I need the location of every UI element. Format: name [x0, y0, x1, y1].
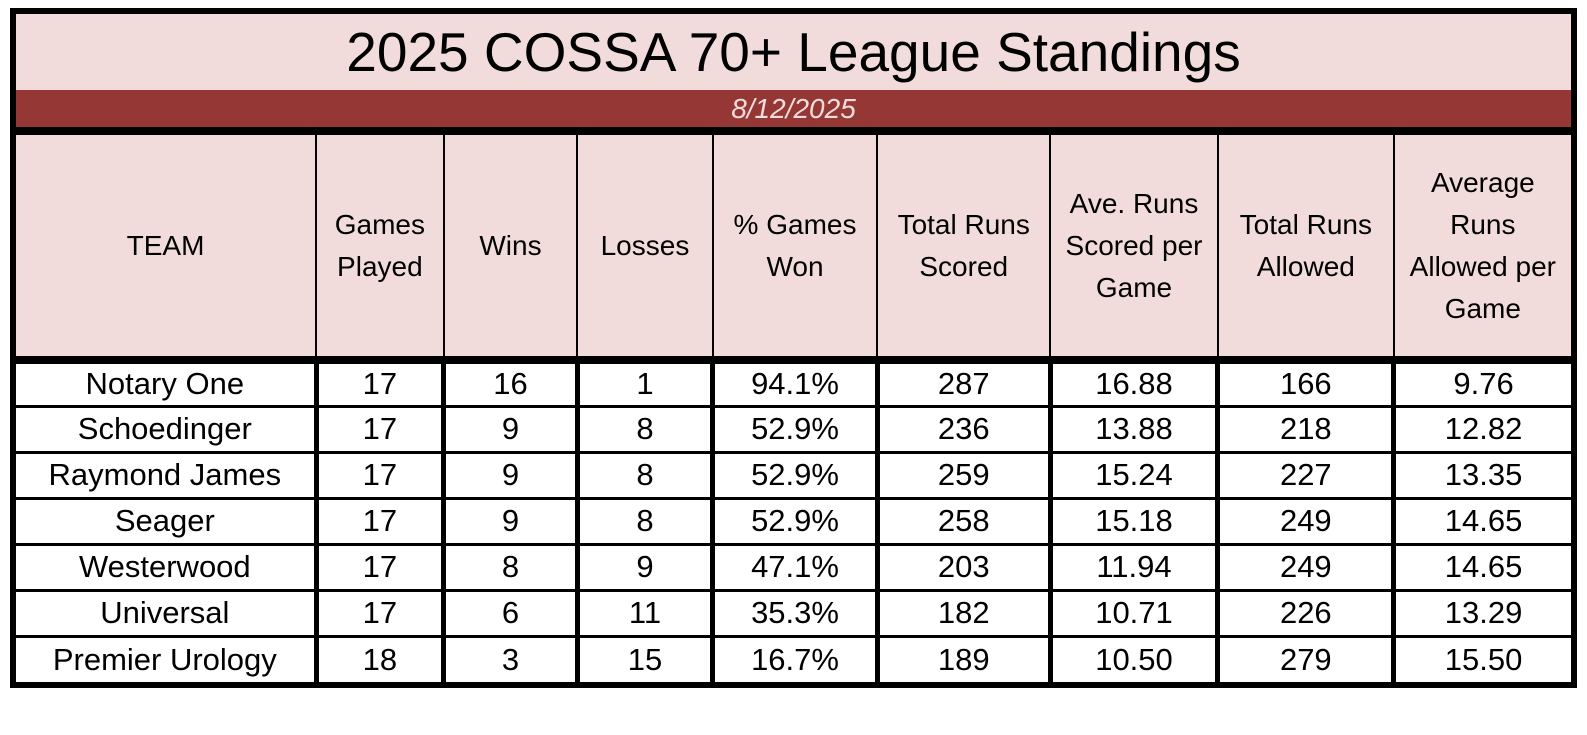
- losses-cell: 8: [574, 496, 716, 546]
- column-header-team: TEAM: [16, 135, 318, 364]
- pct-games-won-cell: 16.7%: [710, 634, 880, 682]
- losses-cell: 8: [574, 450, 716, 500]
- table-row: Raymond James 17 9 8 52.9% 259 15.24 227…: [16, 450, 1571, 500]
- team-name-cell: Westerwood: [16, 542, 319, 592]
- ave-runs-scored-cell: 10.50: [1047, 634, 1221, 682]
- ave-runs-scored-cell: 11.94: [1047, 542, 1221, 592]
- standings-table: TEAM Games Played Wins Losses % Games Wo…: [16, 135, 1571, 682]
- wins-cell: 9: [441, 450, 580, 500]
- average-runs-allowed-cell: 13.35: [1391, 450, 1571, 500]
- losses-cell: 8: [574, 404, 716, 454]
- standings-board: 2025 COSSA 70+ League Standings 8/12/202…: [10, 8, 1577, 688]
- games-played-cell: 17: [313, 358, 447, 408]
- total-runs-scored-cell: 203: [874, 542, 1053, 592]
- total-runs-allowed-cell: 279: [1215, 634, 1397, 682]
- wins-cell: 3: [441, 634, 580, 682]
- ave-runs-scored-cell: 15.18: [1047, 496, 1221, 546]
- pct-games-won-cell: 52.9%: [710, 496, 880, 546]
- ave-runs-scored-cell: 15.24: [1047, 450, 1221, 500]
- losses-cell: 1: [574, 358, 716, 408]
- table-row: Notary One 17 16 1 94.1% 287 16.88 166 9…: [16, 358, 1571, 408]
- average-runs-allowed-cell: 14.65: [1391, 496, 1571, 546]
- table-row: Seager 17 9 8 52.9% 258 15.18 249 14.65: [16, 496, 1571, 546]
- table-row: Westerwood 17 8 9 47.1% 203 11.94 249 14…: [16, 542, 1571, 592]
- total-runs-allowed-cell: 226: [1215, 588, 1397, 638]
- header-row: TEAM Games Played Wins Losses % Games Wo…: [16, 135, 1571, 364]
- team-name-cell: Notary One: [16, 358, 319, 408]
- wins-cell: 9: [441, 496, 580, 546]
- wins-cell: 6: [441, 588, 580, 638]
- games-played-cell: 17: [313, 404, 447, 454]
- column-header-ave-runs-scored-per-game: Ave. Runs Scored per Game: [1049, 135, 1219, 364]
- total-runs-allowed-cell: 249: [1215, 496, 1397, 546]
- total-runs-scored-cell: 287: [874, 358, 1053, 408]
- total-runs-scored-cell: 189: [874, 634, 1053, 682]
- team-name-cell: Raymond James: [16, 450, 319, 500]
- ave-runs-scored-cell: 13.88: [1047, 404, 1221, 454]
- column-header-games-played: Games Played: [315, 135, 445, 364]
- pct-games-won-cell: 94.1%: [710, 358, 880, 408]
- pct-games-won-cell: 52.9%: [710, 404, 880, 454]
- team-name-cell: Premier Urology: [16, 634, 319, 682]
- ave-runs-scored-cell: 10.71: [1047, 588, 1221, 638]
- table-row: Universal 17 6 11 35.3% 182 10.71 226 13…: [16, 588, 1571, 638]
- total-runs-scored-cell: 259: [874, 450, 1053, 500]
- average-runs-allowed-cell: 9.76: [1391, 358, 1571, 408]
- pct-games-won-cell: 52.9%: [710, 450, 880, 500]
- total-runs-scored-cell: 182: [874, 588, 1053, 638]
- table-row: Schoedinger 17 9 8 52.9% 236 13.88 218 1…: [16, 404, 1571, 454]
- wins-cell: 8: [441, 542, 580, 592]
- page-title: 2025 COSSA 70+ League Standings: [16, 14, 1571, 90]
- wins-cell: 16: [441, 358, 580, 408]
- date-bar: 8/12/2025: [16, 90, 1571, 135]
- games-played-cell: 17: [313, 542, 447, 592]
- games-played-cell: 17: [313, 496, 447, 546]
- team-name-cell: Schoedinger: [16, 404, 319, 454]
- table-header: TEAM Games Played Wins Losses % Games Wo…: [16, 135, 1571, 364]
- column-header-average-runs-allowed-per-game: Average Runs Allowed per Game: [1392, 135, 1571, 364]
- losses-cell: 15: [574, 634, 716, 682]
- average-runs-allowed-cell: 12.82: [1391, 404, 1571, 454]
- games-played-cell: 17: [313, 450, 447, 500]
- column-header-total-runs-scored: Total Runs Scored: [876, 135, 1052, 364]
- pct-games-won-cell: 47.1%: [710, 542, 880, 592]
- pct-games-won-cell: 35.3%: [710, 588, 880, 638]
- total-runs-allowed-cell: 227: [1215, 450, 1397, 500]
- total-runs-allowed-cell: 218: [1215, 404, 1397, 454]
- column-header-wins: Wins: [442, 135, 579, 364]
- wins-cell: 9: [441, 404, 580, 454]
- average-runs-allowed-cell: 15.50: [1391, 634, 1571, 682]
- table-row: Premier Urology 18 3 15 16.7% 189 10.50 …: [16, 634, 1571, 682]
- games-played-cell: 17: [313, 588, 447, 638]
- team-name-cell: Seager: [16, 496, 319, 546]
- team-name-cell: Universal: [16, 588, 319, 638]
- average-runs-allowed-cell: 13.29: [1391, 588, 1571, 638]
- total-runs-allowed-cell: 249: [1215, 542, 1397, 592]
- losses-cell: 9: [574, 542, 716, 592]
- total-runs-scored-cell: 258: [874, 496, 1053, 546]
- average-runs-allowed-cell: 14.65: [1391, 542, 1571, 592]
- ave-runs-scored-cell: 16.88: [1047, 358, 1221, 408]
- column-header-pct-games-won: % Games Won: [711, 135, 879, 364]
- total-runs-scored-cell: 236: [874, 404, 1053, 454]
- total-runs-allowed-cell: 166: [1215, 358, 1397, 408]
- losses-cell: 11: [574, 588, 716, 638]
- column-header-total-runs-allowed: Total Runs Allowed: [1216, 135, 1395, 364]
- games-played-cell: 18: [313, 634, 447, 682]
- date-label: 8/12/2025: [731, 92, 856, 124]
- column-header-losses: Losses: [576, 135, 714, 364]
- table-body: Notary One 17 16 1 94.1% 287 16.88 166 9…: [16, 358, 1571, 682]
